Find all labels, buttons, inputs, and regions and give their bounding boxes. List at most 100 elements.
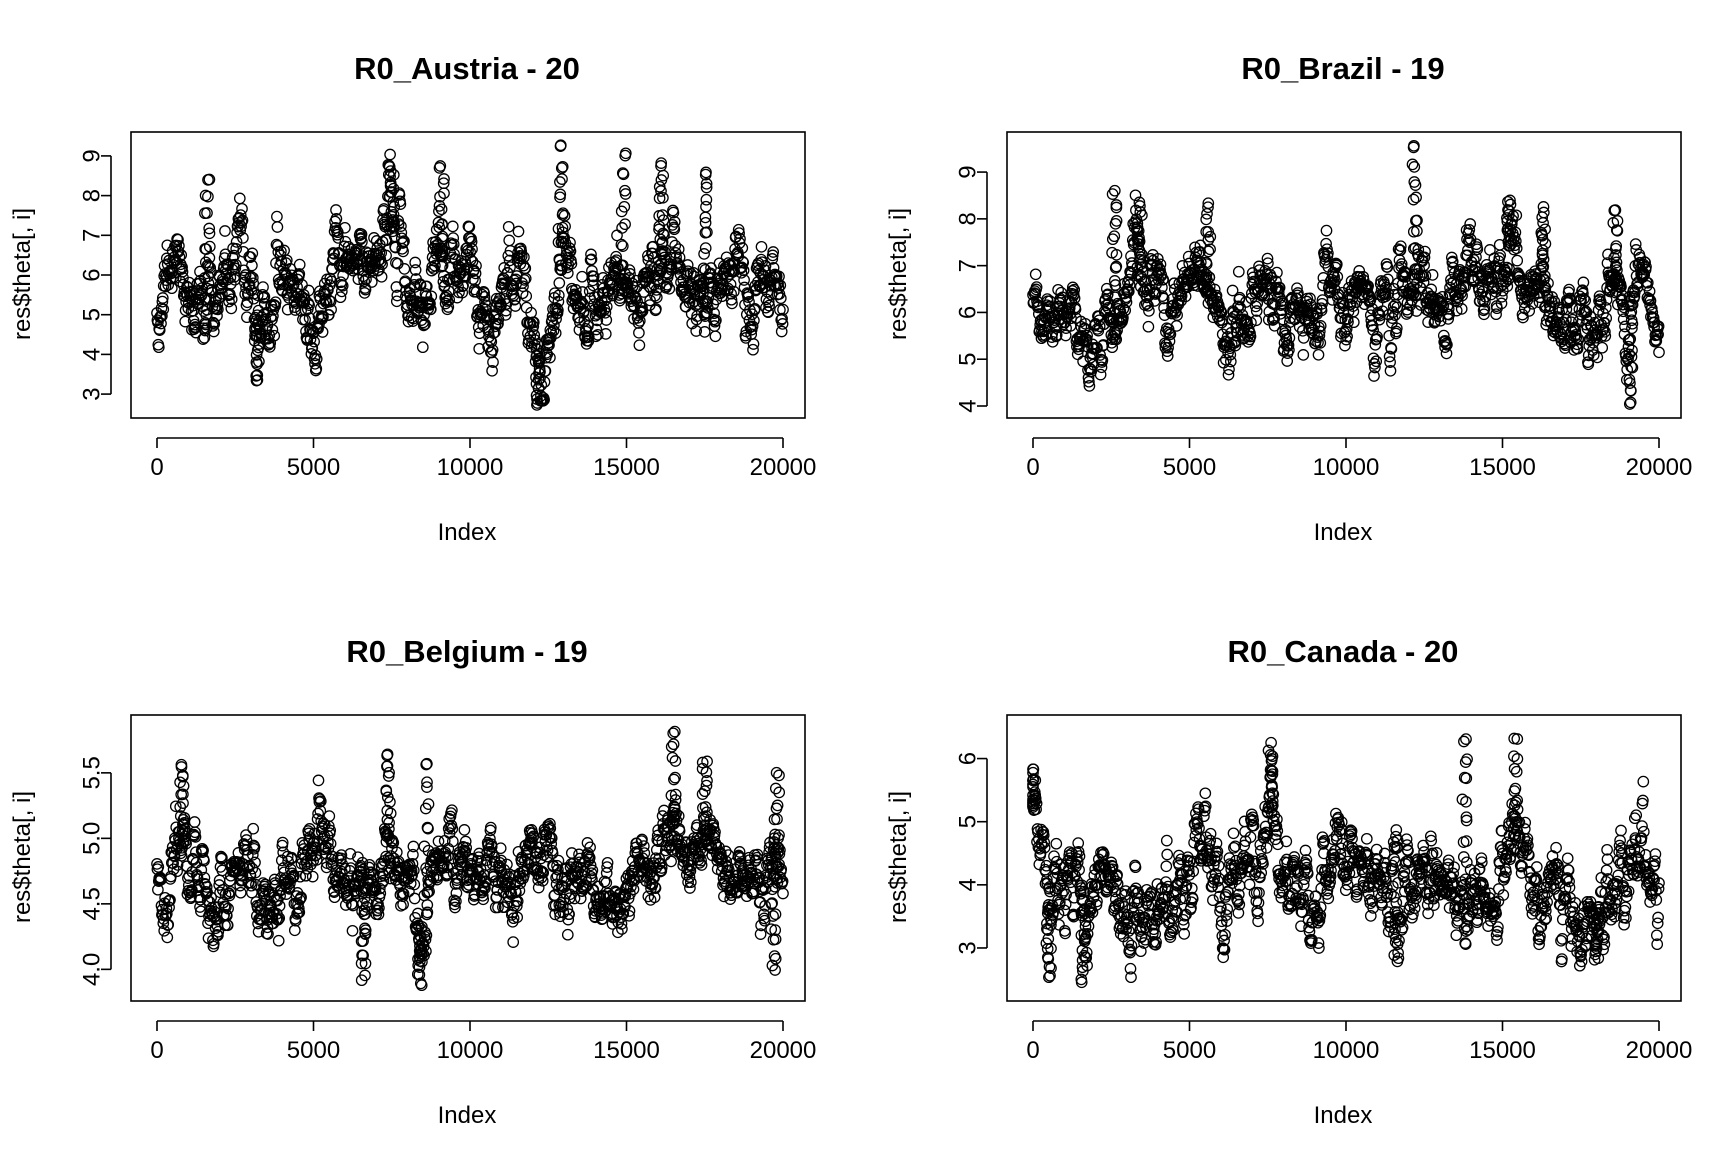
data-point (609, 256, 622, 268)
data-point (211, 299, 224, 312)
plot-frame (130, 131, 806, 419)
data-point (527, 316, 540, 329)
data-point (360, 273, 372, 286)
data-point (303, 312, 316, 325)
data-point (220, 267, 233, 280)
data-point (375, 270, 388, 283)
data-point (726, 297, 738, 310)
data-point (1050, 329, 1063, 341)
data-point (600, 300, 613, 313)
data-point (554, 188, 567, 201)
x-tick-label: 20000 (750, 1037, 817, 1064)
y-tick-label: 4 (79, 348, 106, 361)
panel-austria: R0_Austria - 20 Index res$theta[, i] 0 50… (9, 51, 816, 546)
data-point (727, 285, 740, 298)
data-point (438, 173, 450, 185)
data-point (526, 337, 538, 349)
data-point (258, 290, 271, 303)
data-point (162, 279, 175, 291)
data-point (618, 200, 631, 213)
data-point (223, 295, 235, 308)
data-point (199, 207, 211, 220)
data-point (763, 299, 775, 312)
y-tick-label: 6 (79, 268, 106, 281)
data-point (172, 245, 185, 258)
data-point (656, 245, 669, 257)
y-tick-label: 7 (79, 229, 106, 242)
data-point (734, 233, 746, 245)
data-point (700, 193, 713, 206)
data-point (1077, 355, 1089, 368)
data-point (636, 305, 649, 317)
data-point (687, 267, 700, 279)
data-point (266, 323, 279, 336)
data-point (549, 327, 562, 339)
data-point (246, 247, 259, 260)
data-point (358, 275, 371, 288)
data-point (434, 190, 446, 203)
data-point (698, 326, 711, 338)
data-point (435, 260, 448, 273)
data-point (251, 289, 264, 302)
data-point (224, 278, 237, 290)
data-point (330, 212, 343, 225)
data-point (535, 379, 548, 391)
data-point (1096, 354, 1109, 367)
data-point (697, 262, 710, 275)
data-point (556, 160, 569, 173)
data-point (416, 341, 429, 354)
x-tick-label: 15000 (593, 1037, 660, 1064)
data-point (543, 339, 555, 351)
data-point (653, 192, 666, 205)
data-point (230, 236, 243, 248)
data-point (436, 218, 448, 230)
data-point (267, 298, 280, 311)
data-point (387, 182, 400, 195)
x-tick-label: 0 (1026, 454, 1039, 481)
data-point (1110, 333, 1123, 346)
data-point (654, 277, 666, 290)
data-point (531, 399, 543, 411)
data-point (330, 204, 342, 216)
data-point (653, 210, 666, 222)
x-axis-label: Index (438, 519, 497, 546)
data-point (323, 294, 336, 307)
data-point (555, 259, 568, 272)
data-point (520, 290, 533, 302)
data-point (1162, 323, 1175, 335)
data-point (465, 235, 478, 248)
data-point (557, 207, 569, 220)
data-point (229, 258, 242, 271)
x-tick-label: 0 (150, 454, 163, 481)
data-point (681, 259, 694, 271)
data-point (199, 256, 212, 269)
data-point (339, 221, 351, 234)
data-point (1176, 260, 1189, 272)
data-point (225, 302, 238, 315)
data-point (775, 325, 788, 338)
x-tick-label: 15000 (593, 454, 660, 481)
data-point (236, 214, 249, 227)
data-point (564, 236, 576, 249)
x-axis: 0 5000 10000 15000 20000 (150, 437, 816, 481)
data-point (234, 209, 247, 221)
data-point (1163, 335, 1176, 347)
data-point (458, 264, 471, 277)
data-point (530, 389, 543, 402)
data-point (1094, 368, 1107, 381)
data-point (755, 240, 768, 253)
data-point (500, 304, 512, 317)
data-point (172, 233, 184, 246)
data-point (241, 296, 254, 309)
data-point (569, 284, 582, 296)
data-point (582, 331, 595, 343)
data-point (586, 265, 598, 277)
data-point (487, 356, 499, 368)
x-tick-label: 10000 (437, 454, 504, 481)
data-point (395, 220, 407, 232)
data-point (1091, 342, 1103, 354)
data-point (390, 295, 403, 308)
data-point (203, 222, 216, 235)
panel-title: R0_Belgium - 19 (346, 634, 587, 669)
